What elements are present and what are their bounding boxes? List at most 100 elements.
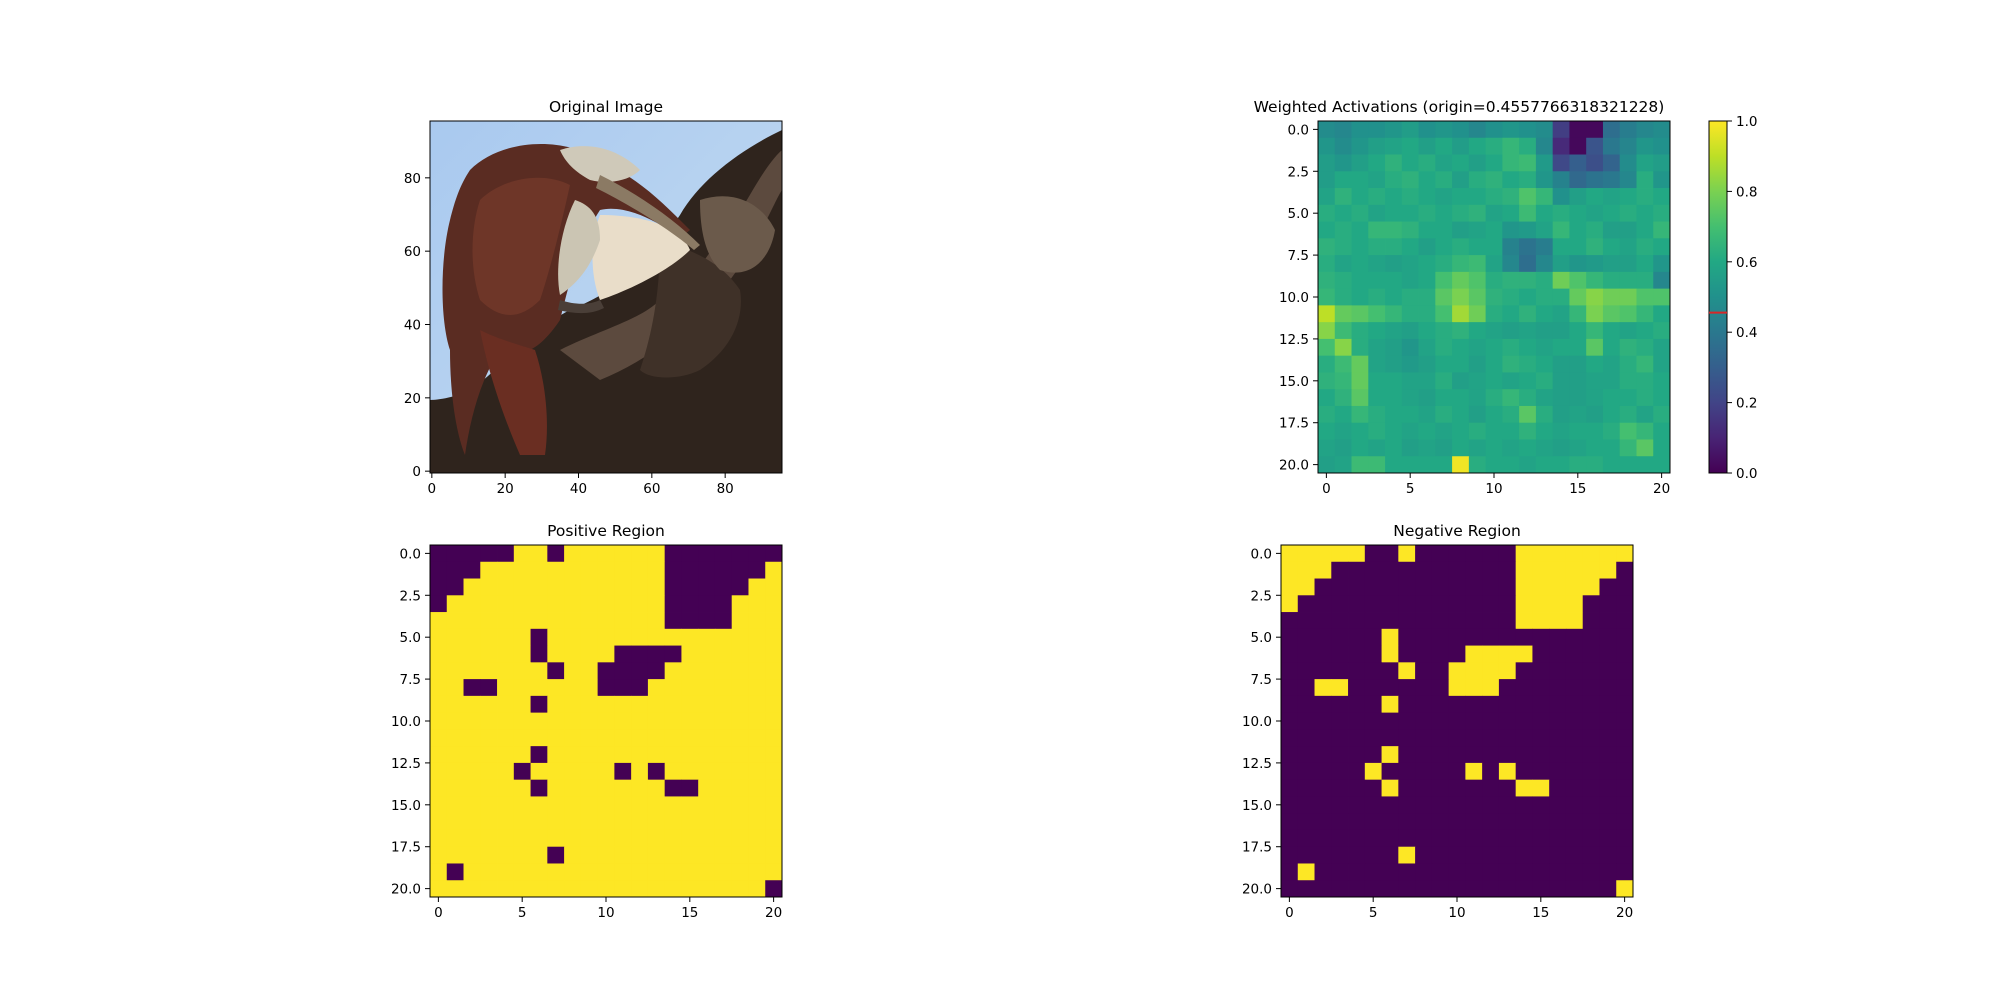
weighted-activations-cell: [1602, 338, 1621, 357]
negative-region-cell: [1565, 762, 1584, 781]
weighted-activations-cell: [1519, 238, 1537, 256]
positive-region-xtick-label: 0: [434, 905, 443, 921]
negative-region-cell: [1381, 628, 1399, 646]
negative-region-cell: [1599, 762, 1617, 781]
negative-region-cell: [1498, 578, 1517, 596]
positive-region-ytick-label: 5.0: [400, 630, 421, 646]
positive-region-cell: [731, 628, 749, 646]
weighted-activations-cell: [1385, 271, 1403, 290]
positive-region-cell: [463, 662, 481, 680]
positive-region-cell: [564, 679, 582, 697]
positive-region-cell: [513, 645, 531, 663]
positive-region-cell: [631, 679, 649, 697]
positive-region-ytick-label: 15.0: [391, 798, 421, 814]
weighted-activations-cell: [1552, 154, 1570, 172]
positive-region-cell: [463, 628, 481, 646]
positive-region-cell: [698, 746, 716, 764]
negative-region-cell: [1415, 796, 1433, 814]
negative-region-cell: [1331, 628, 1349, 646]
negative-region-cell: [1582, 762, 1600, 781]
negative-region-cell: [1515, 729, 1533, 747]
negative-region-cell: [1281, 796, 1299, 814]
negative-region-cell: [1314, 545, 1332, 563]
positive-region-cell: [731, 595, 749, 613]
weighted-activations-cell: [1351, 422, 1369, 440]
weighted-activations-cell: [1452, 288, 1470, 306]
negative-region-cell: [1498, 561, 1517, 579]
weighted-activations-cell: [1385, 255, 1403, 273]
weighted-activations-cell: [1569, 355, 1587, 373]
weighted-activations-cell: [1586, 405, 1604, 424]
positive-region-cell: [614, 628, 632, 646]
positive-region-cell: [430, 645, 448, 663]
negative-region-cell: [1498, 796, 1517, 814]
weighted-activations-cell: [1552, 355, 1570, 373]
positive-region-cell: [748, 628, 766, 646]
panel-positive-region: Positive Region 0 5 10 15 20 0.0 2.5 5.0 7.5 10.0…: [391, 522, 783, 921]
positive-region-cell: [463, 612, 481, 630]
positive-region-cell: [647, 846, 666, 864]
negative-region-cell: [1348, 679, 1366, 697]
weighted-activations-cell: [1318, 288, 1336, 306]
weighted-activations-cell: [1452, 255, 1470, 273]
positive-region-cell: [446, 863, 464, 881]
positive-region-cell: [530, 578, 548, 596]
weighted-activations-cell: [1552, 188, 1570, 206]
negative-region-cell: [1331, 746, 1349, 764]
positive-region-cell: [597, 612, 615, 630]
negative-region-cell: [1465, 612, 1483, 630]
positive-region-cell: [446, 679, 464, 697]
negative-region-cell: [1515, 863, 1533, 881]
positive-region-cell: [597, 628, 615, 646]
positive-region-cell: [664, 813, 682, 831]
negative-region-cell: [1465, 846, 1483, 864]
weighted-activations-cell: [1401, 238, 1419, 256]
positive-region-cell: [446, 612, 464, 630]
weighted-activations-cell: [1586, 204, 1604, 222]
negative-region-cell: [1498, 662, 1517, 680]
positive-region-cell: [631, 595, 649, 613]
weighted-activations-cell: [1636, 188, 1654, 206]
negative-region-cell: [1532, 662, 1550, 680]
positive-region-cell: [580, 662, 599, 680]
negative-region-cell: [1415, 746, 1433, 764]
negative-region-cell: [1314, 762, 1332, 781]
weighted-activations-cell: [1452, 137, 1470, 155]
positive-region-cell: [597, 762, 615, 781]
weighted-activations-cell: [1468, 389, 1487, 407]
negative-region-cell: [1582, 628, 1600, 646]
weighted-activations-cell: [1619, 221, 1637, 239]
positive-region-cell: [614, 729, 632, 747]
negative-region-cell: [1448, 813, 1466, 831]
weighted-activations-cell: [1452, 456, 1470, 474]
negative-region-cell: [1398, 880, 1416, 898]
negative-region-cell: [1482, 846, 1500, 864]
positive-region-cell: [513, 545, 531, 563]
positive-region-cell: [698, 829, 716, 848]
weighted-activations-cell: [1535, 305, 1554, 323]
weighted-activations-cell: [1502, 322, 1520, 340]
negative-region-cell: [1415, 880, 1433, 898]
positive-region-cell: [631, 561, 649, 579]
negative-region-cell: [1348, 762, 1366, 781]
positive-region-cell: [580, 746, 599, 764]
positive-region-cell: [714, 863, 733, 881]
colorbar-tick-label: 0.4: [1736, 325, 1757, 341]
weighted-activations-cell: [1318, 137, 1336, 155]
weighted-activations-cell: [1502, 338, 1520, 357]
negative-region-cell: [1498, 729, 1517, 747]
negative-region-cell: [1599, 612, 1617, 630]
negative-region-cell: [1314, 863, 1332, 881]
weighted-activations-cell: [1468, 422, 1487, 440]
weighted-activations-cell: [1586, 322, 1604, 340]
weighted-activations-cell: [1569, 204, 1587, 222]
positive-region-cell: [597, 880, 615, 898]
positive-region-cell: [681, 779, 699, 797]
weighted-activations-cell: [1435, 188, 1453, 206]
original-image-frame: [429, 120, 783, 474]
weighted-activations-cell: [1619, 154, 1637, 172]
weighted-activations-cell: [1619, 439, 1637, 457]
weighted-activations-cell: [1602, 121, 1621, 139]
weighted-activations-cell: [1552, 171, 1570, 189]
weighted-activations-cell: [1485, 154, 1503, 172]
